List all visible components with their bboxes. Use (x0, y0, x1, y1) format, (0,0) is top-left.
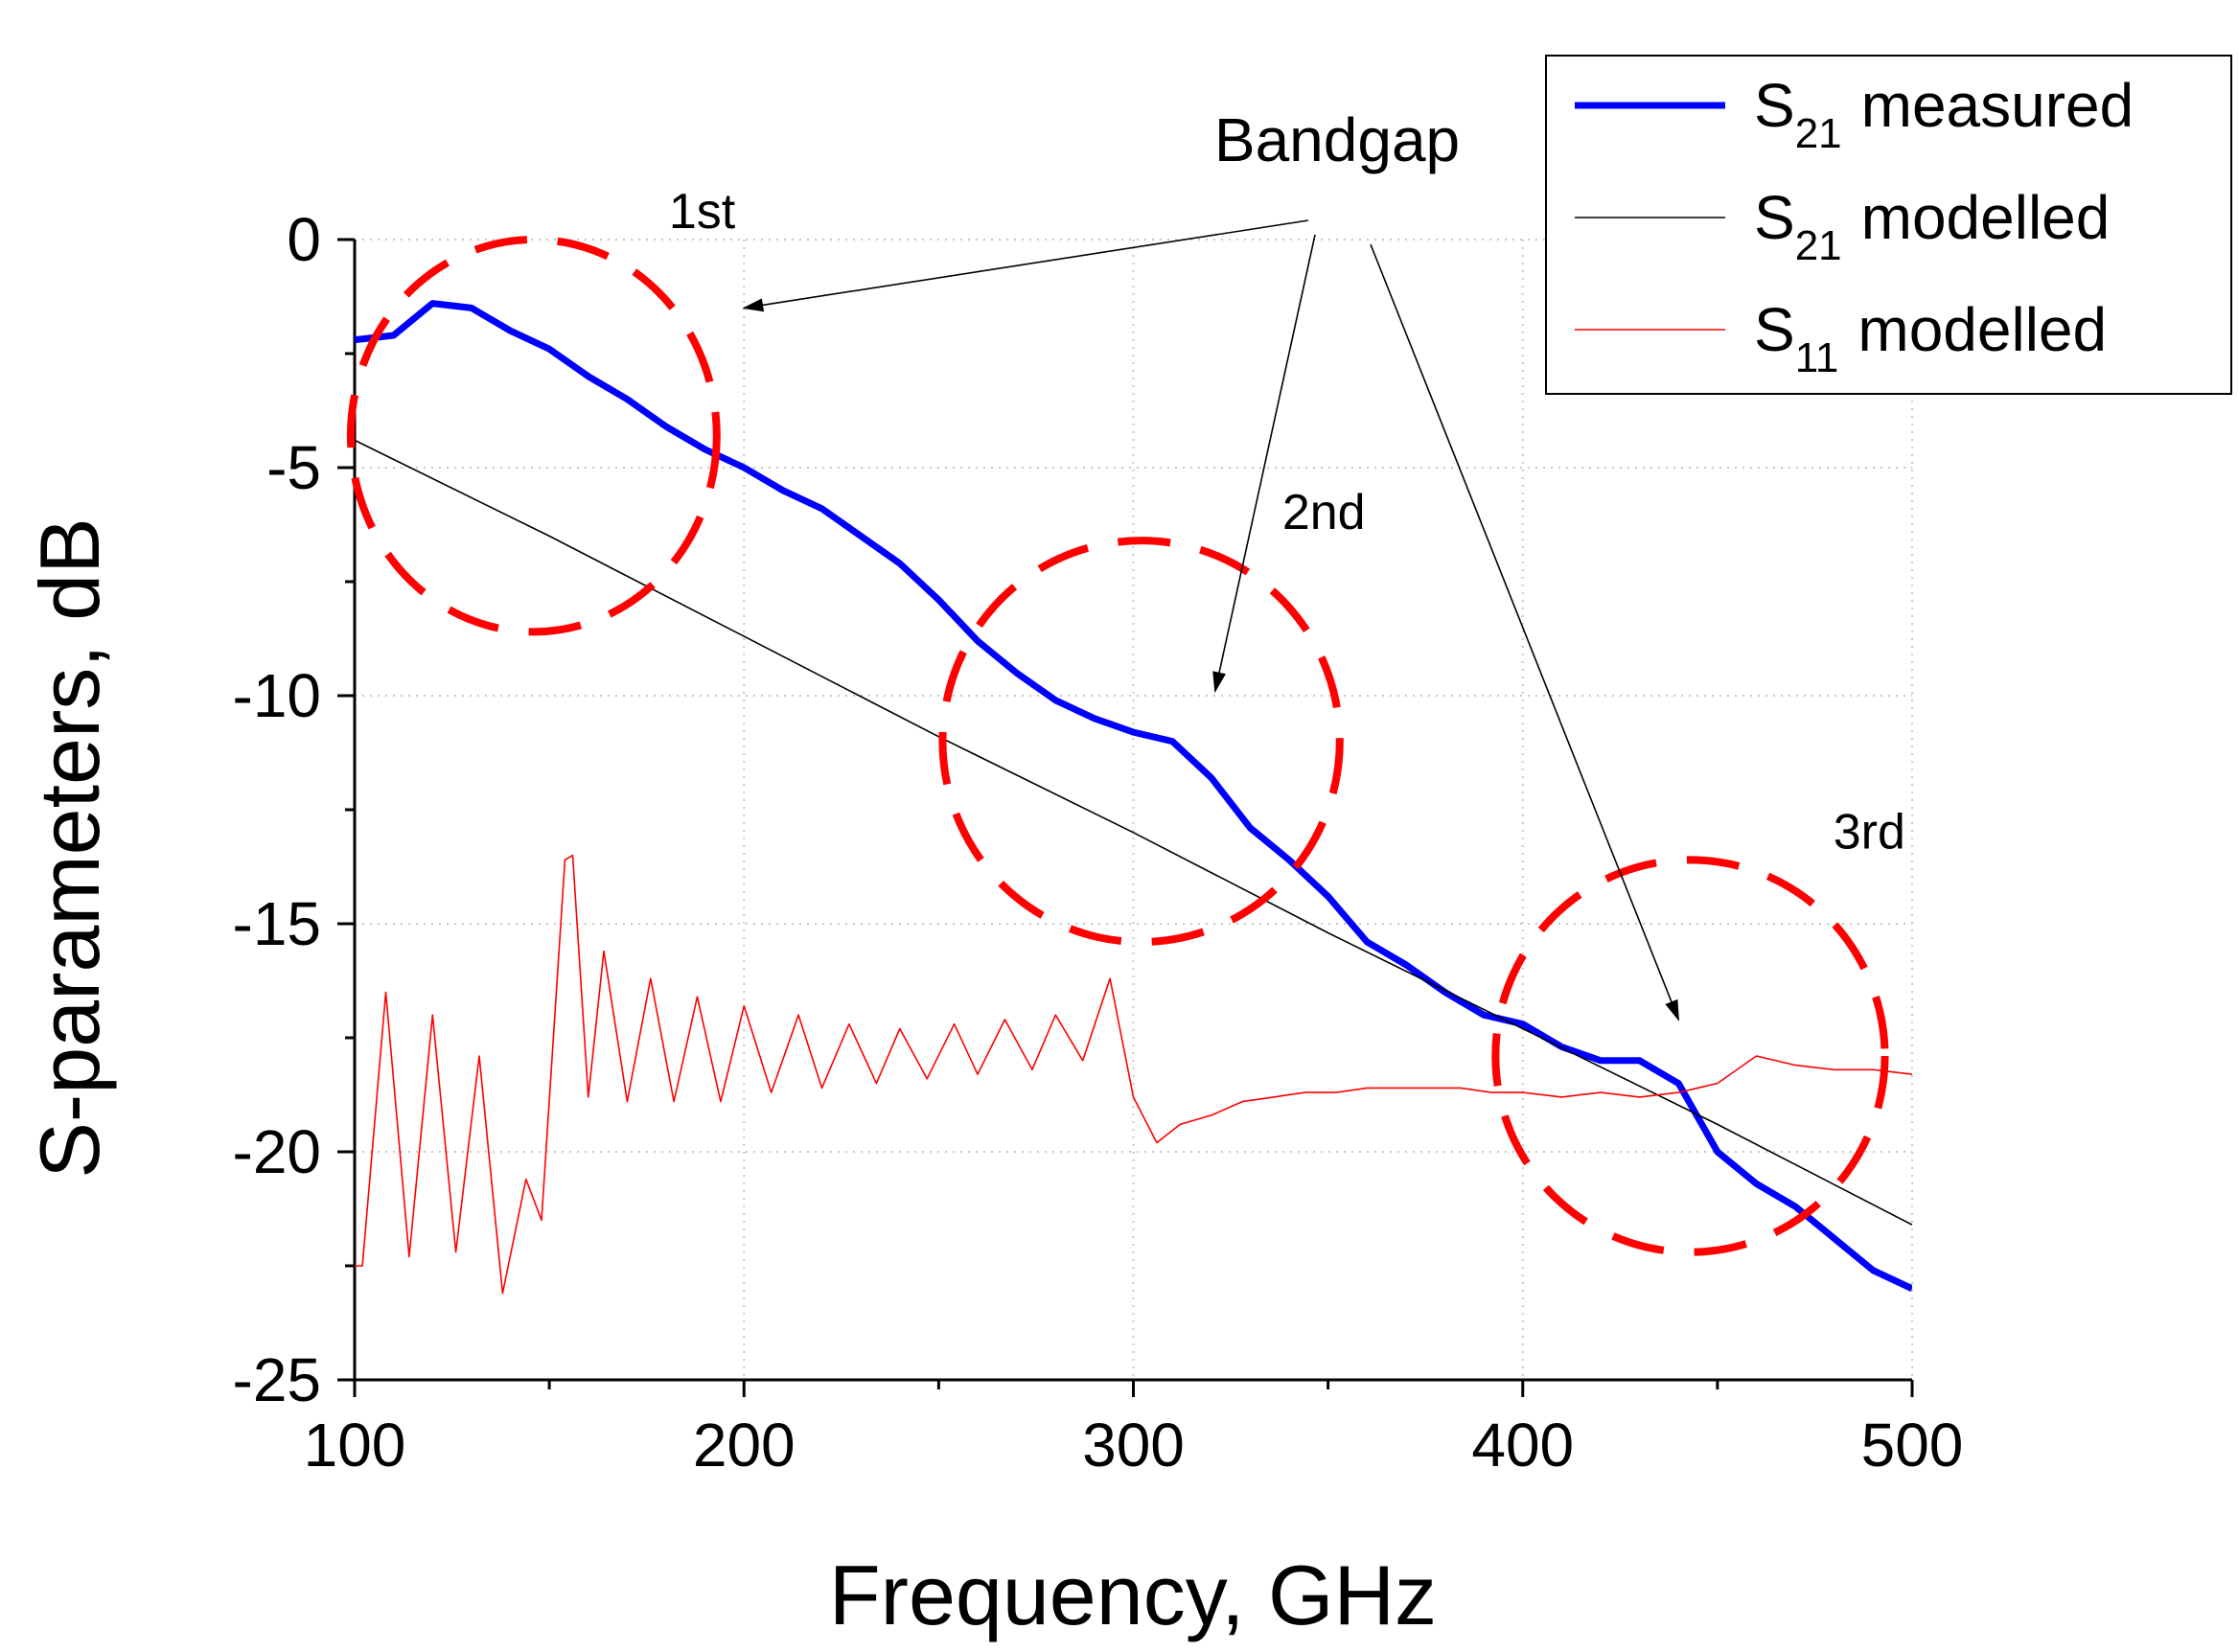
y-tick-label: -25 (233, 1345, 322, 1414)
bandgap-arrow (1212, 234, 1316, 694)
y-tick-label: -10 (233, 661, 322, 730)
axes: 100 200 300 400 500 0 -5 -10 -15 -20 -25 (233, 205, 1964, 1480)
legend-label: S21 measured (1754, 71, 2134, 157)
grid (355, 239, 1913, 1380)
legend-box (1545, 55, 2232, 395)
legend-label: S11 modelled (1754, 295, 2107, 381)
bandgap-circle-1st (346, 236, 721, 636)
y-axis-title: S-parameters, dB (22, 517, 117, 1179)
bandgap-arrow (1370, 243, 1679, 1021)
y-tick-label: -15 (233, 889, 322, 958)
annotations: 1st 2nd 3rd Bandgap (346, 105, 1905, 1256)
series-line-s21-measured (355, 300, 1912, 1292)
bandgap-circle-3rd (1491, 856, 1889, 1256)
bandgap-arrow (742, 219, 1309, 312)
y-tick-label: -5 (266, 433, 321, 502)
y-tick-label: -20 (233, 1117, 322, 1186)
x-axis-title: Frequency, GHz (829, 1548, 1437, 1642)
legend: S21 measured S21 modelled S11 modelled (1545, 55, 2232, 395)
legend-label: S21 modelled (1754, 183, 2110, 269)
x-tick-label: 300 (1082, 1411, 1185, 1480)
bandgap-label-2nd: 2nd (1282, 485, 1366, 540)
y-tick-label: 0 (287, 205, 321, 274)
x-tick-label: 400 (1471, 1411, 1574, 1480)
series-layer (355, 300, 1912, 1295)
bandgap-label-1st: 1st (669, 184, 736, 240)
x-tick-label: 500 (1861, 1411, 1964, 1480)
x-tick-label: 100 (304, 1411, 406, 1480)
bandgap-title: Bandgap (1214, 105, 1460, 174)
series-line-s21-modelled (355, 439, 1912, 1226)
series-line-s11-modelled (355, 854, 1912, 1295)
bandgap-circle-2nd (938, 537, 1344, 947)
bandgap-label-3rd: 3rd (1834, 804, 1905, 860)
x-tick-label: 200 (693, 1411, 796, 1480)
